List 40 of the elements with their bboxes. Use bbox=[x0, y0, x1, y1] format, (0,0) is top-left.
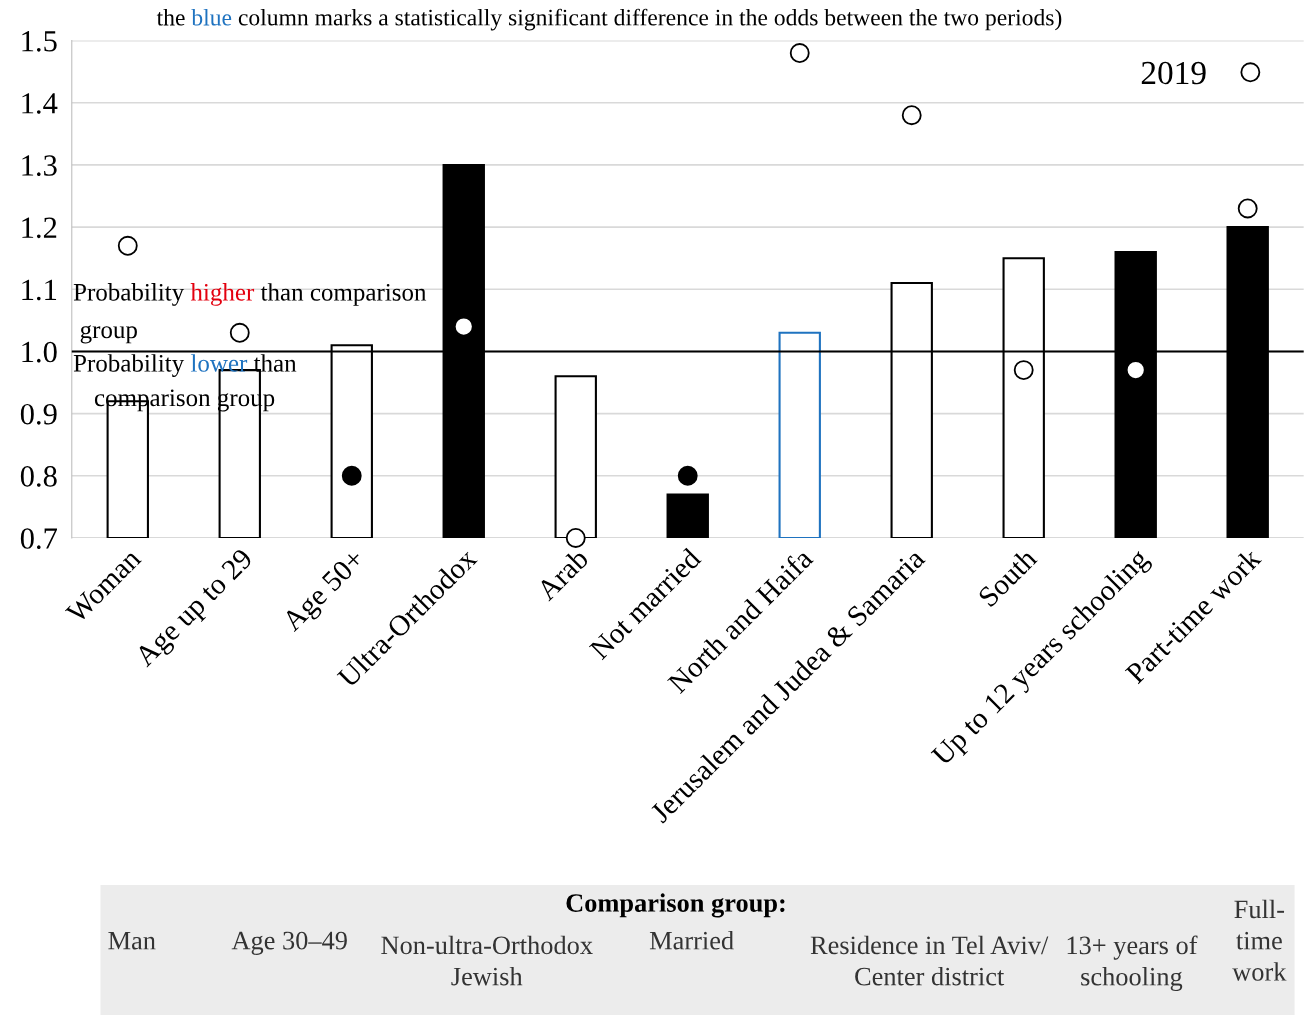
point bbox=[789, 43, 810, 63]
annotation: Probability bbox=[73, 283, 185, 306]
legend-label: 2019 bbox=[1141, 61, 1206, 85]
point bbox=[453, 316, 474, 337]
text: 13+ years of schooling bbox=[1067, 935, 1198, 992]
text: Age 30–49 bbox=[231, 931, 347, 955]
y-tick-label: 1.4 bbox=[22, 93, 58, 114]
text: Comparison group: bbox=[566, 893, 785, 918]
y-tick-label: 1.1 bbox=[22, 279, 57, 301]
x-tick-label: Arab bbox=[534, 547, 590, 602]
text: Man bbox=[108, 932, 156, 950]
point bbox=[341, 465, 362, 486]
y-tick-label: 0.8 bbox=[20, 466, 57, 487]
annotation: lower bbox=[190, 354, 248, 372]
annotation: higher bbox=[190, 283, 255, 306]
text: Residence in Tel Aviv/ Center district bbox=[810, 935, 1049, 986]
y-tick-label: 0.9 bbox=[20, 403, 57, 425]
y-tick-label: 1.3 bbox=[22, 155, 57, 176]
y-tick-label: 1.0 bbox=[22, 341, 57, 363]
point bbox=[1125, 360, 1146, 381]
text: the bbox=[156, 8, 185, 26]
y-tick-label: 1.5 bbox=[22, 31, 57, 52]
text: blue bbox=[191, 8, 232, 26]
point bbox=[565, 528, 586, 548]
annotation: group bbox=[80, 325, 137, 344]
annotation: Probability bbox=[73, 354, 185, 377]
text: Full- time work bbox=[1232, 899, 1287, 981]
annotation: than comparison bbox=[260, 283, 427, 306]
annotation: than bbox=[253, 354, 297, 372]
text: column marks a statistically significant difference in the odds between the two periods) bbox=[238, 8, 1062, 31]
y-tick-label: 1.2 bbox=[22, 217, 57, 239]
point bbox=[117, 235, 138, 256]
text: Non-ultra-Orthodox Jewish bbox=[381, 935, 593, 986]
point bbox=[677, 465, 698, 486]
point bbox=[1013, 360, 1034, 381]
y-tick-label: 0.7 bbox=[20, 528, 58, 549]
point bbox=[229, 322, 250, 343]
point bbox=[1237, 198, 1258, 219]
text: Married bbox=[649, 930, 734, 950]
point bbox=[901, 105, 922, 126]
